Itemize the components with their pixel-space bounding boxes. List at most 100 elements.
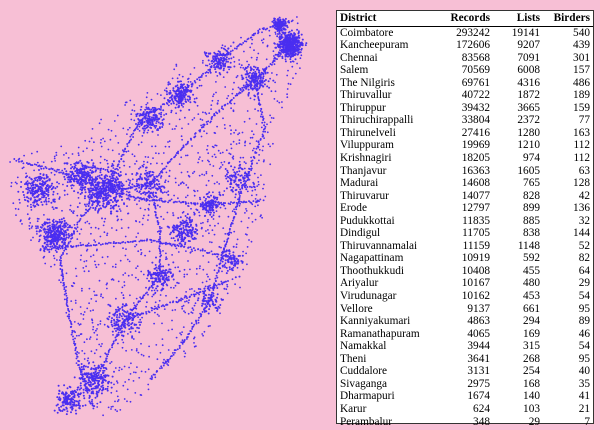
observation-point [245, 208, 247, 210]
observation-point [156, 204, 159, 207]
observation-point [33, 177, 36, 180]
observation-point [272, 117, 275, 119]
observation-point [116, 114, 119, 117]
observation-point [86, 203, 88, 206]
observation-point [264, 195, 267, 198]
observation-point [94, 396, 97, 399]
observation-point [269, 163, 272, 166]
observation-point [157, 134, 159, 136]
observation-point [286, 93, 288, 96]
observation-point [233, 171, 236, 174]
observation-point [67, 157, 70, 159]
observation-point [81, 175, 84, 178]
observation-point [63, 223, 66, 226]
observation-point [141, 135, 144, 137]
observation-point [161, 287, 164, 290]
observation-point [210, 108, 213, 110]
observation-point [30, 184, 33, 187]
observation-point [135, 267, 138, 269]
observation-point [294, 58, 297, 61]
observation-point [115, 308, 117, 311]
observation-point [23, 154, 25, 157]
observation-point [142, 273, 145, 276]
observation-point [213, 233, 216, 236]
observation-point [150, 108, 153, 111]
observation-point [63, 384, 66, 387]
observation-point [128, 198, 131, 201]
observation-point [71, 285, 74, 288]
observation-point [100, 207, 102, 210]
observation-point [111, 330, 114, 333]
observation-point [39, 198, 42, 200]
observation-point [96, 334, 99, 336]
observation-point [90, 388, 93, 391]
observation-point [271, 20, 274, 23]
observation-point [212, 294, 215, 297]
observation-point [52, 208, 55, 211]
observation-point [159, 122, 162, 125]
observation-point [80, 228, 83, 231]
observation-point [41, 224, 44, 227]
observation-point [81, 191, 83, 194]
observation-point [142, 191, 145, 194]
observation-point [83, 203, 86, 206]
observation-point [43, 227, 46, 230]
observation-point [198, 211, 201, 214]
observation-point [230, 174, 233, 177]
observation-point [62, 183, 64, 186]
observation-point [245, 210, 248, 212]
observation-point [296, 39, 299, 42]
observation-point [90, 195, 92, 198]
observation-point [66, 387, 69, 390]
observation-point [93, 290, 95, 293]
observation-point [35, 230, 38, 233]
observation-point [159, 206, 161, 208]
observation-point [66, 185, 69, 187]
observation-point [174, 106, 177, 109]
observation-point [49, 245, 52, 248]
observation-point [213, 51, 216, 54]
observation-point [157, 121, 160, 124]
observation-point [248, 117, 251, 120]
observation-point [190, 235, 193, 238]
observation-point [151, 116, 153, 119]
observation-point [245, 188, 248, 191]
observation-point [109, 362, 111, 365]
observation-point [157, 180, 160, 183]
observation-point [84, 365, 87, 368]
observation-point [48, 251, 51, 253]
observation-point [174, 177, 177, 180]
observation-point [276, 35, 279, 38]
observation-point [61, 169, 64, 172]
observation-point [223, 190, 226, 192]
observation-point [87, 373, 90, 375]
observation-point [64, 393, 67, 396]
observation-point [70, 187, 73, 190]
observation-point [116, 190, 119, 192]
observation-point [100, 177, 103, 180]
observation-point [255, 58, 258, 61]
observation-point [106, 387, 109, 390]
observation-point [176, 234, 179, 237]
observation-point [167, 263, 170, 266]
observation-point [44, 262, 47, 265]
observation-point [61, 228, 64, 231]
observation-point [165, 113, 168, 115]
observation-point [204, 199, 207, 202]
observation-point [42, 174, 45, 177]
observation-point [46, 231, 49, 234]
observation-point [161, 344, 164, 347]
observation-point [234, 129, 237, 132]
observation-point [234, 193, 237, 196]
observation-point [102, 388, 105, 391]
observation-point [96, 187, 99, 190]
observation-point [110, 319, 113, 322]
observation-point [224, 127, 226, 130]
observation-point [112, 164, 115, 167]
observation-point [201, 302, 204, 305]
observation-point [76, 400, 79, 403]
observation-point [88, 202, 91, 205]
observation-point [36, 220, 39, 223]
observation-point [116, 210, 119, 213]
observation-point [280, 48, 283, 51]
